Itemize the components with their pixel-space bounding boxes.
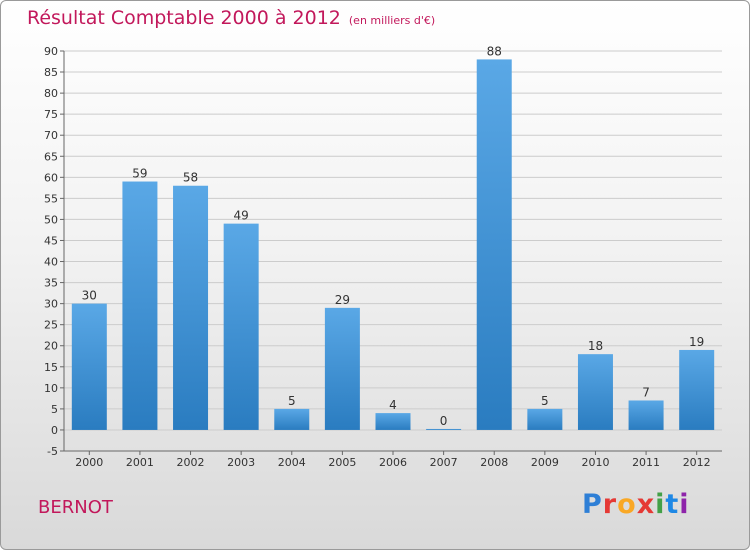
bar-2004[interactable] bbox=[274, 408, 310, 430]
commune-name: BERNOT bbox=[38, 497, 113, 518]
y-tick-label: 5 bbox=[51, 403, 58, 416]
logo-letter: i bbox=[655, 489, 666, 520]
bar-2007[interactable] bbox=[426, 428, 462, 430]
y-tick-label: 80 bbox=[44, 87, 58, 100]
data-label-2009: 5 bbox=[541, 394, 549, 408]
y-tick-label: 25 bbox=[44, 319, 58, 332]
x-tick-label: 2008 bbox=[480, 456, 508, 469]
y-tick-label: 10 bbox=[44, 382, 58, 395]
logo-letter: x bbox=[636, 489, 656, 520]
data-label-2004: 5 bbox=[288, 394, 296, 408]
y-tick-label: 85 bbox=[44, 66, 58, 79]
data-label-2000: 30 bbox=[82, 289, 97, 303]
y-tick-label: 90 bbox=[44, 45, 58, 58]
y-tick-label: 30 bbox=[44, 298, 58, 311]
bar-2006[interactable] bbox=[375, 413, 411, 430]
x-tick-label: 2007 bbox=[430, 456, 458, 469]
y-tick-label: 75 bbox=[44, 108, 58, 121]
y-tick-label: 50 bbox=[44, 213, 58, 226]
logo-letter: i bbox=[679, 489, 690, 520]
data-label-2008: 88 bbox=[487, 44, 502, 58]
y-tick-label: 70 bbox=[44, 129, 58, 142]
bar-2003[interactable] bbox=[223, 223, 259, 430]
bars bbox=[71, 59, 715, 430]
x-tick-label: 2001 bbox=[126, 456, 154, 469]
proxiti-logo[interactable]: Proxiti bbox=[582, 489, 690, 520]
data-label-2003: 49 bbox=[234, 209, 249, 223]
x-tick-label: 2011 bbox=[632, 456, 660, 469]
gridlines bbox=[64, 50, 722, 452]
x-tick-label: 2000 bbox=[75, 456, 103, 469]
y-tick-label: 55 bbox=[44, 192, 58, 205]
bar-2012[interactable] bbox=[679, 349, 715, 430]
x-tick-label: 2005 bbox=[328, 456, 356, 469]
y-tick-label: 0 bbox=[51, 424, 58, 437]
x-tick-label: 2004 bbox=[278, 456, 306, 469]
y-axis-ticks: -5 0 5 10 15 20 25 30 35 40 45 50 55 60 65 70 75 80 85 90 bbox=[44, 45, 64, 458]
bar-2009[interactable] bbox=[527, 408, 563, 430]
data-label-2005: 29 bbox=[335, 293, 350, 307]
chart-title: Résultat Comptable 2000 à 2012 (en millie… bbox=[27, 7, 435, 29]
bar-2010[interactable] bbox=[577, 354, 613, 430]
data-label-2010: 18 bbox=[588, 339, 603, 353]
x-tick-label: 2006 bbox=[379, 456, 407, 469]
data-label-2012: 19 bbox=[689, 335, 704, 349]
y-tick-label: 45 bbox=[44, 234, 58, 247]
data-label-2001: 59 bbox=[132, 167, 147, 181]
y-tick-label: 15 bbox=[44, 361, 58, 374]
bar-2001[interactable] bbox=[122, 181, 158, 430]
y-tick-label: 60 bbox=[44, 171, 58, 184]
logo-letter: P bbox=[582, 489, 603, 520]
title-unit: (en milliers d'€) bbox=[348, 14, 436, 27]
title-main: Résultat Comptable 2000 à 2012 bbox=[27, 7, 341, 29]
data-labels: 30 59 58 49 5 29 4 0 88 5 18 7 19 bbox=[82, 44, 705, 428]
bar-2008[interactable] bbox=[476, 59, 512, 430]
x-axis-ticks: 2000 2001 2002 2003 2004 2005 2006 2007 2008 2009… bbox=[75, 451, 711, 469]
data-label-2007: 0 bbox=[440, 414, 448, 428]
x-tick-label: 2012 bbox=[683, 456, 711, 469]
x-tick-label: 2009 bbox=[531, 456, 559, 469]
logo-letter: r bbox=[602, 489, 618, 520]
data-label-2006: 4 bbox=[389, 398, 397, 412]
bar-2002[interactable] bbox=[173, 185, 209, 430]
y-tick-label: 40 bbox=[44, 256, 58, 269]
bar-2000[interactable] bbox=[71, 303, 107, 430]
data-label-2011: 7 bbox=[642, 385, 650, 399]
logo-letter: o bbox=[617, 489, 637, 520]
logo-letter: t bbox=[665, 489, 680, 520]
bar-2005[interactable] bbox=[324, 307, 360, 430]
x-tick-label: 2002 bbox=[177, 456, 205, 469]
y-tick-label: 20 bbox=[44, 340, 58, 353]
bar-2011[interactable] bbox=[628, 400, 664, 430]
data-label-2002: 58 bbox=[183, 171, 198, 185]
y-tick-label: -5 bbox=[47, 445, 58, 458]
y-tick-label: 65 bbox=[44, 150, 58, 163]
x-tick-label: 2003 bbox=[227, 456, 255, 469]
axes bbox=[63, 51, 722, 452]
x-tick-label: 2010 bbox=[581, 456, 609, 469]
y-tick-label: 35 bbox=[44, 277, 58, 290]
